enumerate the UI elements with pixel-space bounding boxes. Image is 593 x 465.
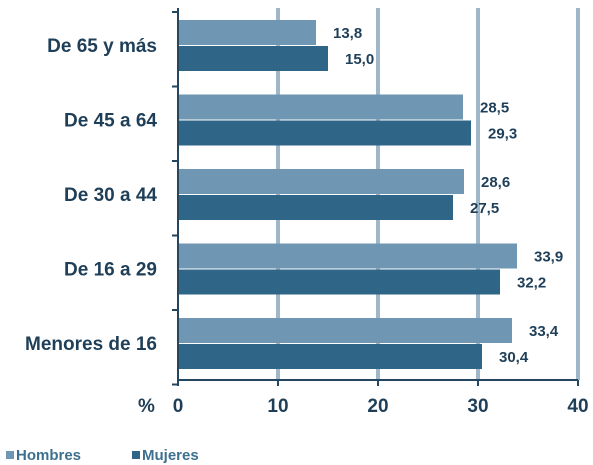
x-axis-unit-label: % <box>138 396 155 417</box>
bar-hombres-4 <box>178 318 512 343</box>
bar-hombres-1 <box>178 94 463 120</box>
bars <box>178 20 517 369</box>
x-tick-label-30: 30 <box>467 396 488 417</box>
bar-hombres-0 <box>178 20 316 45</box>
category-labels: De 65 y más De 45 a 64 De 30 a 44 De 16 a 2… <box>25 36 157 355</box>
category-label-2: De 30 a 44 <box>64 185 157 206</box>
data-label-mujeres-2: 27,5 <box>470 200 499 217</box>
legend-label-hombres: Hombres <box>16 447 81 464</box>
category-label-3: De 16 a 29 <box>64 260 157 281</box>
tick-labels: 0 10 20 30 40 <box>173 396 589 417</box>
data-label-mujeres-3: 32,2 <box>517 275 546 292</box>
bar-mujeres-0 <box>178 46 328 71</box>
bar-mujeres-4 <box>178 344 482 369</box>
x-tick-label-40: 40 <box>567 396 588 417</box>
bar-hombres-3 <box>178 243 517 269</box>
data-labels: 13,8 15,0 28,5 29,3 28,6 27,5 33,9 32,2 33,430,4 <box>333 25 563 366</box>
x-tick-label-20: 20 <box>367 396 388 417</box>
legend: Hombres Mujeres <box>6 447 199 464</box>
bar-mujeres-1 <box>178 120 471 146</box>
category-label-4: Menores de 16 <box>25 334 157 355</box>
category-label-1: De 45 a 64 <box>64 111 157 132</box>
data-label-hombres-2: 28,6 <box>481 174 510 191</box>
data-label-hombres-4: 33,4 <box>529 323 559 340</box>
data-label-hombres-3: 33,9 <box>534 249 563 266</box>
axes <box>172 8 579 386</box>
data-label-mujeres-4: 30,4 <box>499 349 529 366</box>
bar-mujeres-3 <box>178 269 500 295</box>
legend-swatch-mujeres <box>132 451 140 459</box>
legend-label-mujeres: Mujeres <box>142 447 199 464</box>
data-label-mujeres-0: 15,0 <box>345 51 374 68</box>
data-label-hombres-0: 13,8 <box>333 25 362 42</box>
bar-hombres-2 <box>178 169 464 194</box>
category-label-0: De 65 y más <box>47 36 157 57</box>
data-label-mujeres-1: 29,3 <box>488 126 517 143</box>
data-label-hombres-1: 28,5 <box>480 100 509 117</box>
x-tick-label-10: 10 <box>267 396 288 417</box>
bar-mujeres-2 <box>178 195 453 220</box>
x-tick-label-0: 0 <box>173 396 184 417</box>
legend-swatch-hombres <box>6 451 14 459</box>
